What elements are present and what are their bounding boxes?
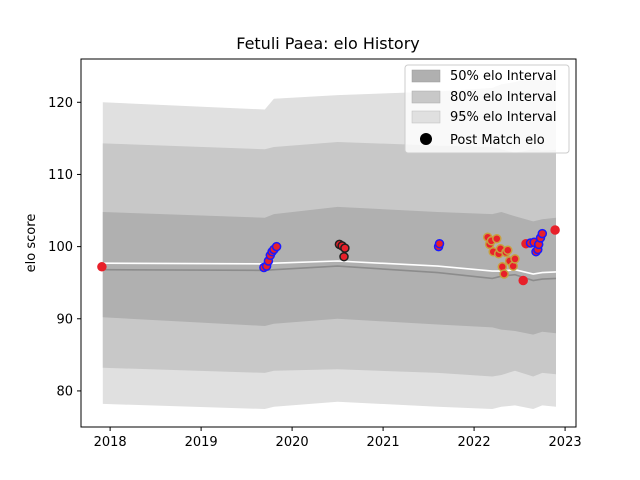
x-tick-label: 2022 bbox=[458, 435, 491, 450]
post-match-point-37 bbox=[550, 225, 560, 235]
band-50-interval bbox=[102, 206, 557, 335]
legend-label-80-interval: 80% elo Interval bbox=[450, 90, 557, 105]
x-tick-label: 2020 bbox=[276, 435, 309, 450]
y-tick-label: 100 bbox=[48, 240, 73, 255]
interval-bands bbox=[102, 77, 557, 409]
legend-swatch-80-interval bbox=[411, 90, 441, 104]
post-match-point-7 bbox=[271, 241, 282, 252]
legend-label-50-interval: 50% elo Interval bbox=[450, 69, 557, 84]
post-match-points bbox=[97, 225, 560, 286]
legend: 50% elo Interval 80% elo Interval 95% el… bbox=[404, 64, 570, 154]
plot-frame bbox=[80, 58, 577, 428]
y-tick-label: 80 bbox=[56, 384, 73, 399]
x-axis: 2018 2019 2020 2021 2022 2023 bbox=[94, 427, 582, 450]
y-axis-label: elo score bbox=[24, 214, 39, 273]
post-match-point-18 bbox=[492, 233, 502, 244]
y-tick-label: 90 bbox=[56, 312, 73, 327]
legend-swatch-post-match bbox=[420, 133, 432, 145]
post-match-point-11 bbox=[339, 251, 349, 262]
post-match-point-36 bbox=[537, 228, 548, 239]
legend-frame bbox=[404, 64, 570, 154]
post-match-point-28 bbox=[518, 275, 528, 286]
post-match-point-27 bbox=[510, 254, 520, 264]
post-match-point-24 bbox=[503, 245, 513, 255]
x-tick-label: 2021 bbox=[367, 435, 400, 450]
post-match-point-22 bbox=[499, 269, 509, 279]
chart-title: Fetuli Paea: elo History bbox=[236, 34, 420, 53]
median-elo-line bbox=[102, 265, 557, 282]
x-tick-label: 2023 bbox=[549, 435, 582, 450]
y-axis: 80 90 100 110 120 bbox=[48, 96, 81, 399]
x-tick-label: 2019 bbox=[185, 435, 218, 450]
legend-swatch-95-interval bbox=[411, 110, 441, 124]
legend-label-post-match: Post Match elo bbox=[450, 133, 545, 148]
y-tick-label: 110 bbox=[48, 168, 73, 183]
post-match-point-10 bbox=[340, 243, 350, 253]
y-tick-label: 120 bbox=[48, 96, 73, 111]
x-tick-label: 2018 bbox=[94, 435, 127, 450]
post-match-point-13 bbox=[434, 238, 445, 249]
post-match-point-0 bbox=[97, 262, 107, 272]
legend-label-95-interval: 95% elo Interval bbox=[450, 110, 557, 125]
legend-swatch-50-interval bbox=[411, 69, 441, 83]
